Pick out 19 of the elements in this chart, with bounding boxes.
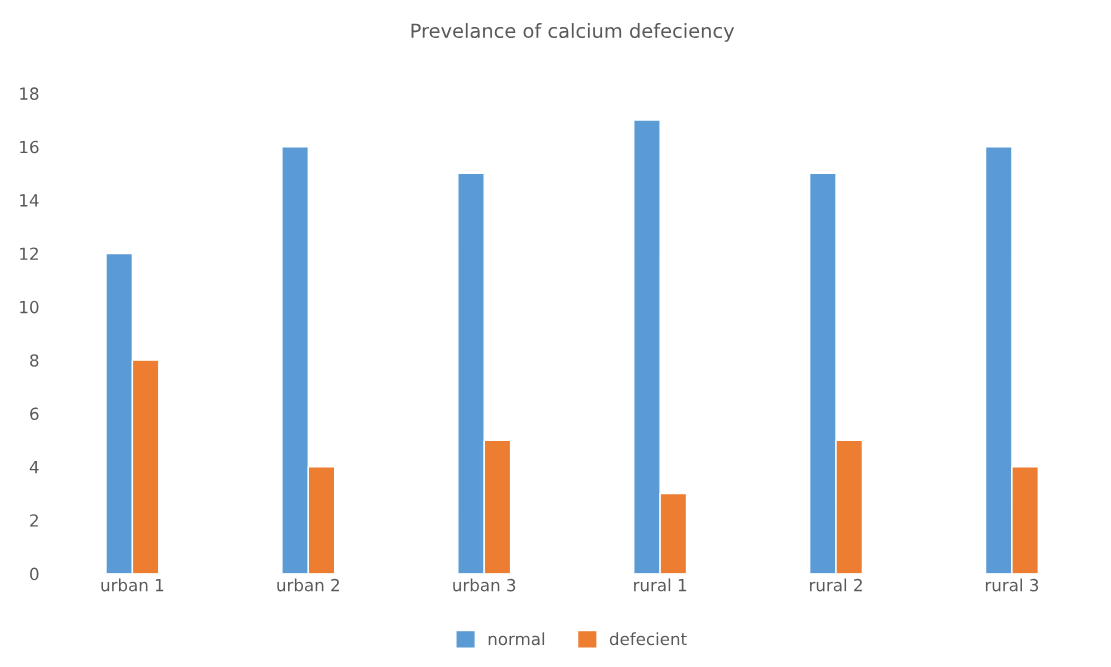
y-tick-label: 2 (30, 514, 38, 527)
x-tick-label: urban 3 (453, 578, 516, 592)
y-tick-label: 12 (20, 247, 38, 260)
y-tick-label: 14 (20, 194, 39, 207)
x-tick-label: urban 2 (277, 578, 339, 592)
legend-label: normal (488, 632, 545, 646)
y-tick-label: 4 (29, 461, 39, 474)
y-tick-label: 16 (20, 140, 39, 154)
y-tick-label: 0 (30, 567, 39, 581)
x-tick-label: rural 2 (810, 578, 862, 592)
y-tick-label: 18 (20, 87, 39, 100)
y-tick-label: 8 (30, 354, 39, 367)
x-tick-label: urban 1 (101, 578, 164, 592)
x-tick-label: rural 3 (985, 578, 1039, 592)
x-tick-label: rural 1 (634, 578, 687, 592)
chart-title: Prevelance of calcium defeciency (411, 23, 735, 42)
y-tick-label: 10 (20, 300, 39, 314)
y-tick-label: 6 (30, 407, 39, 421)
legend-label: defecient (609, 632, 687, 646)
